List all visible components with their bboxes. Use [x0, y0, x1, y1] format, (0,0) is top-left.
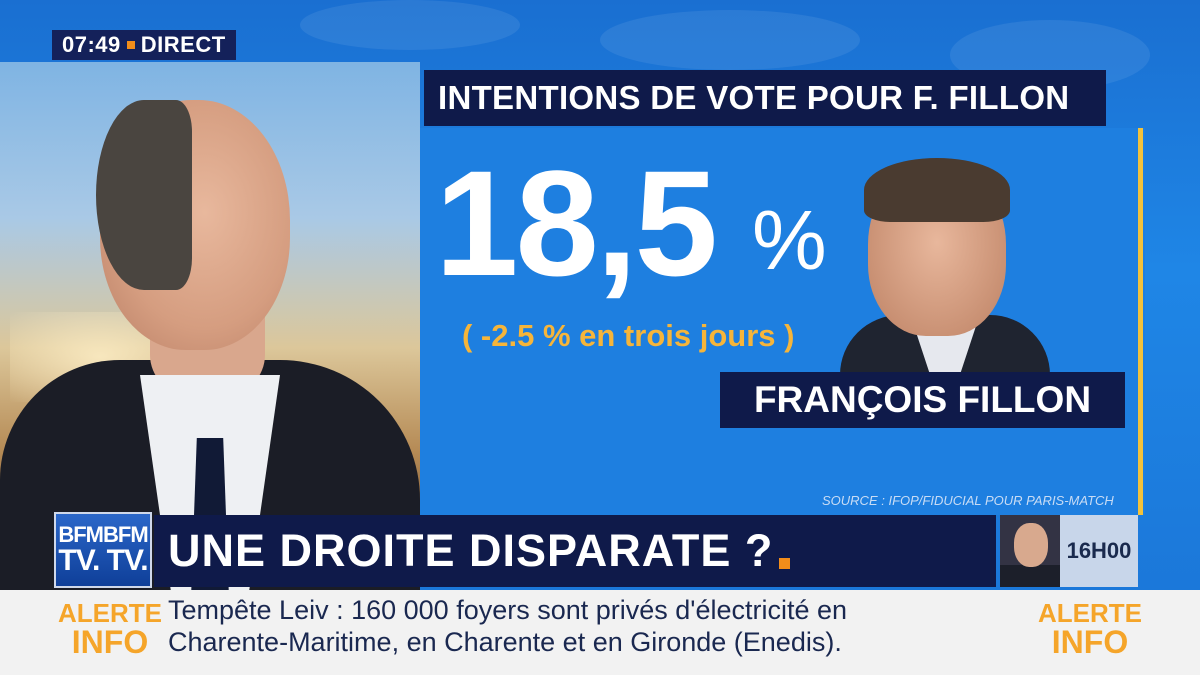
- poll-unit: %: [752, 193, 827, 287]
- graphic-headline: INTENTIONS DE VOTE POUR F. FILLON: [424, 70, 1106, 126]
- lower-third-banner: UNE DROITE DISPARATE ?: [154, 515, 996, 587]
- poll-graphic-panel: [420, 128, 1145, 515]
- thumb-suit: [1000, 565, 1060, 587]
- portrait-hair: [864, 158, 1010, 222]
- candidate-portrait: [840, 150, 1050, 375]
- clock-time: 07:49: [62, 32, 121, 57]
- thumb-head: [1014, 523, 1048, 567]
- presenter-hair: [96, 100, 192, 290]
- alert-info-badge-left: ALERTE INFO: [58, 600, 162, 658]
- accent-square-icon: [779, 558, 791, 569]
- alert-word: ALERTE: [1038, 598, 1142, 628]
- logo-bottom-text: TV. TV.: [58, 544, 148, 577]
- ticker-line-2: Charente-Maritime, en Charente et en Gir…: [168, 627, 842, 657]
- next-show-thumbnail: [1000, 515, 1060, 587]
- news-ticker: [0, 590, 1200, 675]
- live-label: DIRECT: [140, 32, 226, 57]
- candidate-name: FRANÇOIS FILLON: [720, 372, 1125, 428]
- logo-top-text: BFMBFM: [58, 522, 148, 547]
- map-decoration: [600, 10, 860, 70]
- alert-word: ALERTE: [58, 598, 162, 628]
- info-word: INFO: [1051, 624, 1129, 660]
- ticker-line-1: Tempête Leiv : 160 000 foyers sont privé…: [168, 595, 848, 625]
- panel-edge-accent: [1138, 128, 1143, 515]
- ticker-text: Tempête Leiv : 160 000 foyers sont privé…: [168, 594, 1028, 658]
- map-decoration: [300, 0, 520, 50]
- poll-change: ( -2.5 % en trois jours ): [462, 318, 795, 353]
- channel-logo: BFMBFM TV. TV.: [54, 512, 152, 588]
- next-show-time: 16H00: [1060, 515, 1138, 587]
- presenter-video: [0, 90, 420, 620]
- live-clock: 07:49 DIRECT: [52, 30, 236, 60]
- source-credit: SOURCE : IFOP/FIDUCIAL POUR PARIS-MATCH: [822, 493, 1114, 508]
- poll-value: 18,5: [435, 139, 718, 307]
- separator-dot-icon: [126, 41, 135, 49]
- info-word: INFO: [71, 624, 149, 660]
- alert-info-badge-right: ALERTE INFO: [1038, 600, 1142, 658]
- banner-title: UNE DROITE DISPARATE ?: [168, 525, 774, 576]
